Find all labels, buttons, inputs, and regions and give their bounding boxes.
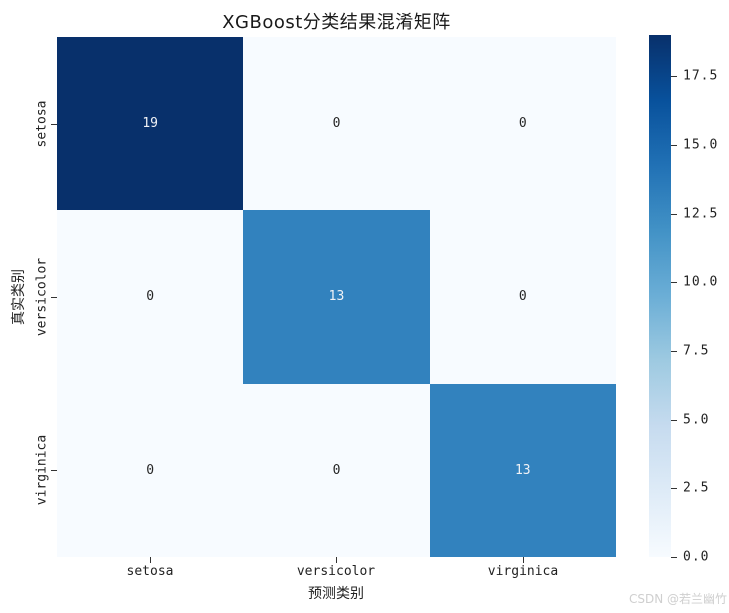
colorbar-tick-mark: [671, 557, 677, 558]
x-tick-label-versicolor: versicolor: [296, 564, 376, 579]
heatmap-cell-versicolor-versicolor: 13: [243, 210, 430, 384]
heatmap-cell-virginica-versicolor: 0: [243, 383, 430, 557]
x-axis-title: 预测类别: [308, 586, 364, 602]
colorbar-tick-label: 7.5: [683, 343, 710, 359]
y-axis-title: 真实类别: [11, 269, 27, 325]
colorbar-gradient: [649, 35, 671, 557]
y-tick-label-setosa: setosa: [34, 100, 50, 148]
heatmap-cell-versicolor-virginica: 0: [429, 210, 616, 384]
colorbar-tick-mark: [671, 76, 677, 78]
chart-title: XGBoost分类结果混淆矩阵: [222, 12, 451, 33]
colorbar-tick-mark: [671, 419, 677, 421]
heatmap-cell-setosa-virginica: 0: [429, 37, 616, 211]
colorbar-tick-label: 15.0: [683, 137, 719, 153]
y-tick-label-versicolor: versicolor: [34, 257, 50, 337]
colorbar-tick-mark: [671, 144, 677, 146]
y-tick-mark: [51, 470, 57, 471]
colorbar-tick-label: 5.0: [683, 412, 710, 428]
colorbar-tick-label: 0.0: [683, 549, 710, 565]
colorbar-tick-label: 17.5: [683, 68, 719, 84]
colorbar-tick-label: 12.5: [683, 206, 719, 222]
colorbar-tick-label: 10.0: [683, 274, 719, 290]
heatmap-cell-virginica-virginica: 13: [429, 383, 616, 557]
colorbar-tick-mark: [671, 488, 677, 490]
colorbar-tick-label: 2.5: [683, 480, 710, 496]
heatmap-grid: 19 0 0 0 13 0 0 0 13: [57, 37, 616, 557]
x-tick-mark: [150, 557, 151, 563]
watermark: CSDN @若兰幽竹: [628, 592, 727, 606]
x-tick-label-virginica: virginica: [487, 564, 559, 579]
heatmap-cell-setosa-setosa: 19: [57, 37, 244, 211]
y-tick-mark: [51, 124, 57, 125]
colorbar-tick-mark: [671, 350, 677, 352]
heatmap-cell-virginica-setosa: 0: [57, 383, 244, 557]
colorbar-tick-mark: [671, 282, 677, 284]
x-tick-mark: [523, 557, 524, 563]
heatmap-cell-versicolor-setosa: 0: [57, 210, 244, 384]
colorbar: 0.0 2.5 5.0 7.5 10.0 12.5 15.0 17.5: [649, 35, 729, 565]
heatmap-cell-setosa-versicolor: 0: [243, 37, 430, 211]
x-tick-mark: [336, 557, 337, 563]
y-tick-mark: [51, 297, 57, 298]
x-tick-label-setosa: setosa: [126, 564, 174, 579]
colorbar-tick-mark: [671, 213, 677, 215]
y-tick-label-virginica: virginica: [34, 434, 50, 506]
